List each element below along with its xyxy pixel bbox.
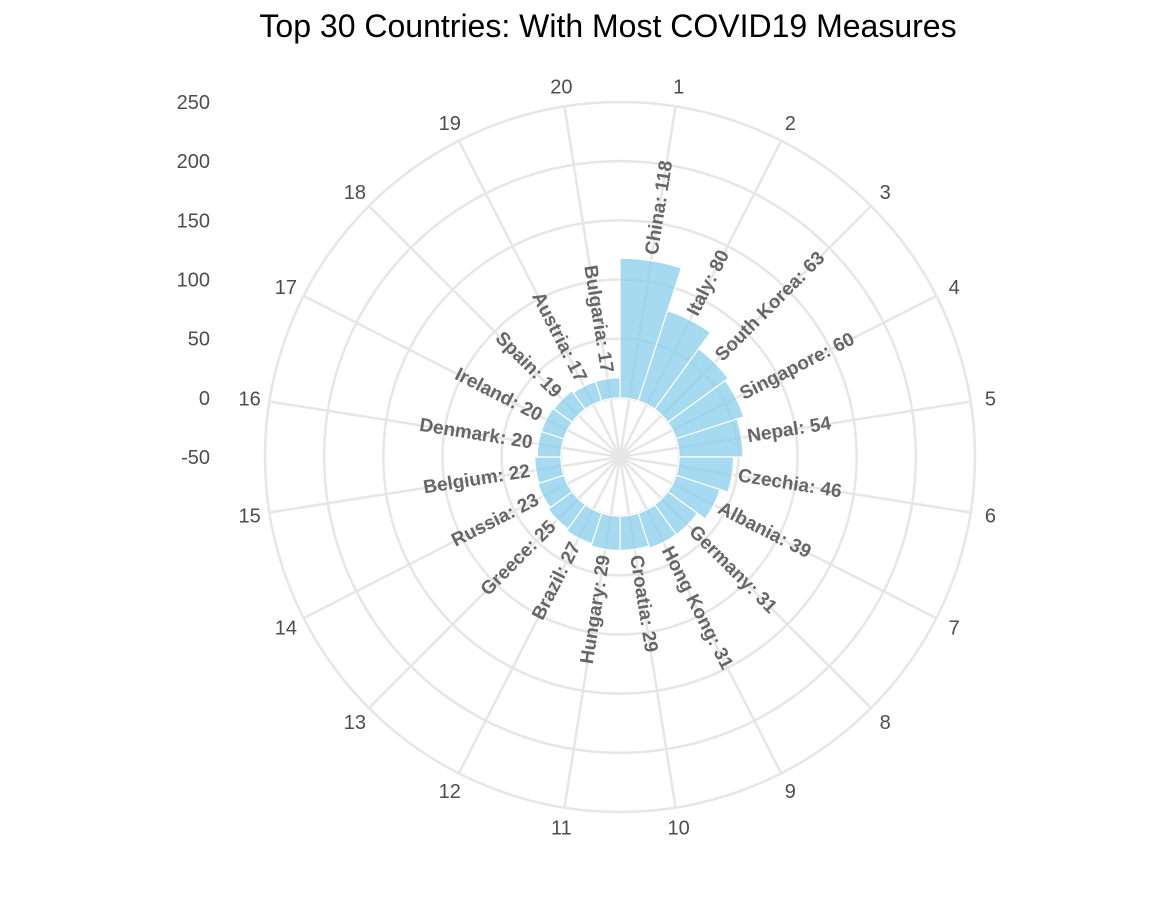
angle-tick-label: 1 (673, 77, 684, 99)
bar-label: Denmark: 20 (418, 415, 534, 454)
bar-bulgaria (594, 377, 621, 402)
angle-tick-label: 3 (880, 182, 891, 204)
angle-tick-label: 16 (238, 388, 260, 410)
angle-tick-label: 17 (275, 277, 297, 299)
bar-italy (637, 309, 712, 410)
angle-tick-label: 2 (785, 113, 796, 135)
grid-ring (263, 100, 977, 814)
bar-label: Italy: 80 (683, 247, 734, 320)
grid (263, 100, 977, 814)
bar-label: China: 118 (642, 159, 678, 256)
bar-hungary (590, 512, 621, 552)
angle-tick-label: 9 (785, 781, 796, 803)
grid-spoke (368, 205, 621, 458)
bar-greece (547, 490, 587, 530)
bar-albania (667, 474, 721, 520)
angle-tick-label: 12 (439, 781, 461, 803)
radial-tick-label: 0 (199, 388, 210, 410)
bar-ireland (540, 407, 573, 440)
angle-tick-label: 11 (551, 817, 572, 839)
radial-tick-label: 150 (177, 210, 210, 232)
bar-nepal (675, 418, 744, 458)
radial-tick-label: -50 (181, 447, 210, 469)
angle-tick-label: 8 (880, 712, 891, 734)
bar-brazil (565, 504, 603, 545)
bar-label: Czechia: 46 (736, 465, 843, 502)
angle-tick-label: 20 (550, 77, 572, 99)
grid-ring (322, 159, 918, 755)
angle-tick-label: 14 (275, 617, 297, 639)
bar-russia (537, 474, 573, 509)
bar-label: Belgium: 22 (422, 461, 532, 499)
bar-label: Nepal: 54 (746, 413, 833, 447)
radial-tick-label: 200 (177, 151, 210, 173)
bar-south-korea (653, 347, 730, 424)
radial-tick-label: 250 (177, 92, 210, 114)
angle-tick-label: 5 (985, 388, 996, 410)
chart-title: Top 30 Countries: With Most COVID19 Meas… (259, 8, 957, 44)
bar-hong-kong (637, 504, 678, 549)
tick-labels: 1234567891011121314151617181920250200150… (177, 77, 996, 840)
radial-tick-label: 50 (188, 329, 210, 351)
angle-tick-label: 19 (439, 113, 461, 135)
angle-tick-label: 4 (949, 277, 960, 299)
bar-belgium (534, 456, 565, 485)
bar-czechia (675, 456, 735, 493)
angle-tick-label: 10 (668, 817, 690, 839)
angle-tick-label: 15 (238, 506, 260, 528)
angle-tick-label: 13 (344, 712, 366, 734)
bar-china (619, 257, 683, 402)
radial-tick-label: 100 (177, 270, 210, 292)
bar-singapore (667, 379, 745, 440)
angle-tick-label: 7 (949, 617, 960, 639)
angle-tick-label: 6 (985, 506, 996, 528)
grid-ring (382, 219, 858, 695)
angle-tick-label: 18 (344, 182, 366, 204)
bars (534, 257, 745, 552)
